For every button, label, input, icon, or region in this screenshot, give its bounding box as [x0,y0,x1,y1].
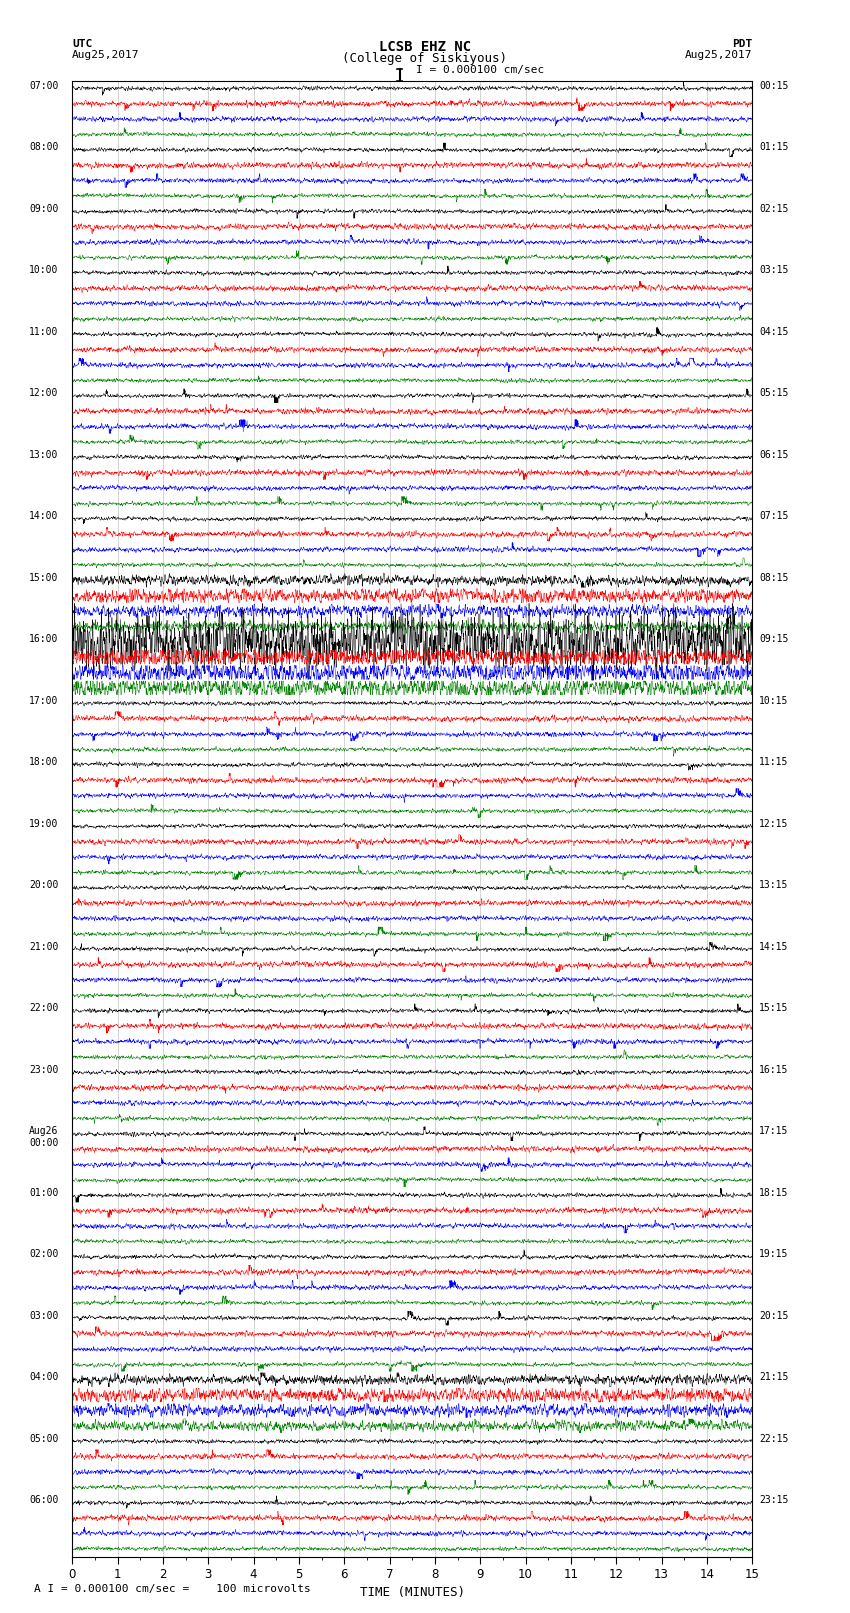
Text: 13:00: 13:00 [29,450,59,460]
Text: 11:15: 11:15 [759,756,789,768]
Text: 03:15: 03:15 [759,265,789,276]
Text: PDT: PDT [732,39,752,48]
Text: 18:00: 18:00 [29,756,59,768]
Text: 02:00: 02:00 [29,1248,59,1260]
Text: 05:00: 05:00 [29,1434,59,1444]
Text: 07:00: 07:00 [29,81,59,90]
Text: 09:15: 09:15 [759,634,789,644]
Text: 15:00: 15:00 [29,573,59,582]
Text: I = 0.000100 cm/sec: I = 0.000100 cm/sec [416,65,545,74]
Text: 15:15: 15:15 [759,1003,789,1013]
Text: (College of Siskiyous): (College of Siskiyous) [343,52,507,65]
Text: 17:00: 17:00 [29,695,59,705]
Text: A I = 0.000100 cm/sec =    100 microvolts: A I = 0.000100 cm/sec = 100 microvolts [34,1584,311,1594]
Text: 23:00: 23:00 [29,1065,59,1074]
Text: 08:15: 08:15 [759,573,789,582]
Text: 20:15: 20:15 [759,1310,789,1321]
Text: 13:15: 13:15 [759,881,789,890]
Text: Aug25,2017: Aug25,2017 [685,50,752,60]
Text: 19:00: 19:00 [29,819,59,829]
Text: UTC: UTC [72,39,93,48]
Text: 02:15: 02:15 [759,203,789,213]
Text: 14:00: 14:00 [29,511,59,521]
Text: 04:15: 04:15 [759,326,789,337]
Text: 06:00: 06:00 [29,1495,59,1505]
Text: 12:00: 12:00 [29,389,59,398]
Text: Aug25,2017: Aug25,2017 [72,50,139,60]
Text: 22:00: 22:00 [29,1003,59,1013]
Text: Aug26
00:00: Aug26 00:00 [29,1126,59,1148]
Text: 21:15: 21:15 [759,1373,789,1382]
Text: 03:00: 03:00 [29,1310,59,1321]
Text: 16:00: 16:00 [29,634,59,644]
Text: LCSB EHZ NC: LCSB EHZ NC [379,40,471,55]
Text: 23:15: 23:15 [759,1495,789,1505]
Text: 14:15: 14:15 [759,942,789,952]
Text: 09:00: 09:00 [29,203,59,213]
Text: 04:00: 04:00 [29,1373,59,1382]
Text: 11:00: 11:00 [29,326,59,337]
Text: 06:15: 06:15 [759,450,789,460]
Text: 19:15: 19:15 [759,1248,789,1260]
Text: 07:15: 07:15 [759,511,789,521]
Text: 12:15: 12:15 [759,819,789,829]
Text: 22:15: 22:15 [759,1434,789,1444]
Text: 08:00: 08:00 [29,142,59,152]
Text: 01:00: 01:00 [29,1187,59,1197]
Text: 10:15: 10:15 [759,695,789,705]
Text: 05:15: 05:15 [759,389,789,398]
X-axis label: TIME (MINUTES): TIME (MINUTES) [360,1586,465,1598]
Text: 17:15: 17:15 [759,1126,789,1136]
Text: 20:00: 20:00 [29,881,59,890]
Text: 10:00: 10:00 [29,265,59,276]
Text: 21:00: 21:00 [29,942,59,952]
Text: 16:15: 16:15 [759,1065,789,1074]
Text: 18:15: 18:15 [759,1187,789,1197]
Text: 01:15: 01:15 [759,142,789,152]
Text: 00:15: 00:15 [759,81,789,90]
